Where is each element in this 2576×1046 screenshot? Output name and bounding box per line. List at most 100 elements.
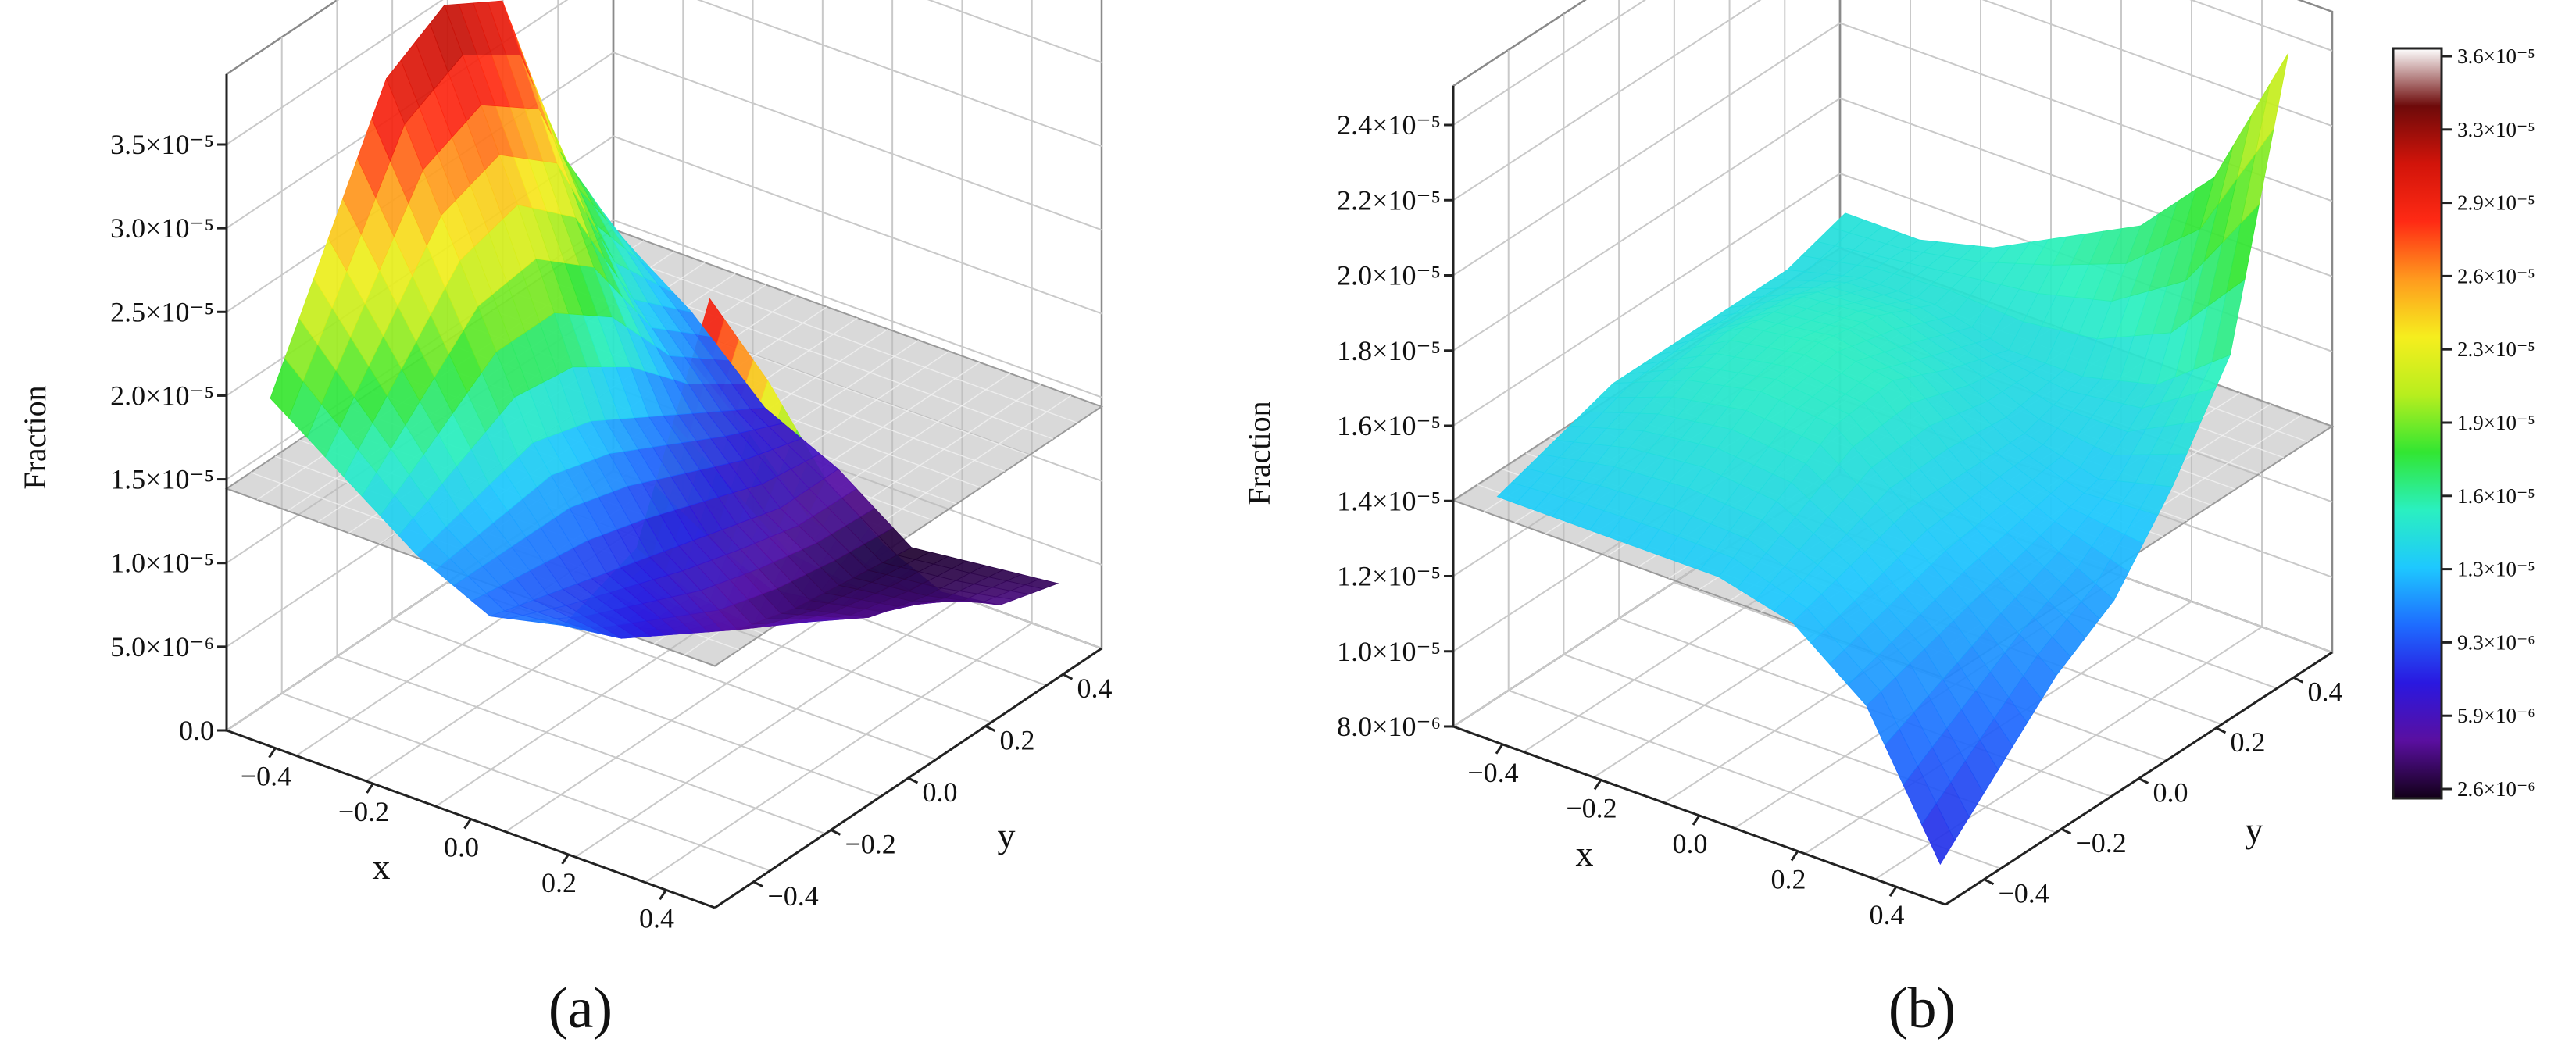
x-tick-label: −0.4 (241, 761, 291, 792)
panel-a-label: (a) (548, 976, 613, 1041)
panel-b: 8.0×10⁻⁶ 1.0×10⁻⁵ 1.2×10⁻⁵ 1.4×10⁻⁵ 1.6×10⁻⁵… (1242, 0, 2343, 1041)
z-tick-label: 3.5×10⁻⁵ (110, 129, 214, 160)
colorbar-tick-label: 1.3×10⁻⁵ (2457, 558, 2535, 581)
panel-a: 0.0 5.0×10⁻⁶ 1.0×10⁻⁵ 1.5×10⁻⁵ 2.0×10⁻⁵ 2.5×1… (17, 0, 1113, 1041)
x-tick-label: 0.2 (541, 867, 577, 898)
x-tick-label: 0.4 (1870, 899, 1905, 930)
colorbar-tick-label: 3.3×10⁻⁵ (2457, 118, 2535, 141)
z-tick-label: 2.0×10⁻⁵ (110, 380, 214, 411)
grid-line (1452, 0, 2333, 202)
y-tick (2138, 777, 2149, 784)
x-tick (463, 818, 472, 830)
x-tick (1790, 850, 1799, 862)
y-tick-label: 0.0 (923, 776, 958, 808)
grid-line (1452, 22, 2333, 277)
x-tick-label: −0.2 (1566, 792, 1617, 823)
grid-line (226, 0, 1102, 229)
panel-b-xlabel: x (1576, 834, 1594, 873)
x-tick (268, 747, 277, 759)
grid-line (226, 0, 1102, 145)
x-tick (1888, 886, 1898, 898)
panel-a-zlabel: Fraction (17, 385, 52, 489)
z-tick-label: 0.0 (179, 715, 214, 746)
colorbar-tick-label: 9.3×10⁻⁶ (2457, 630, 2535, 654)
floor-grid-line (337, 655, 826, 835)
x-tick (659, 889, 667, 901)
y-tick-label: 0.2 (1000, 725, 1035, 756)
y-tick-label: 0.4 (1077, 673, 1113, 704)
panel-b-label: (b) (1888, 976, 1956, 1041)
y-tick (2215, 726, 2227, 734)
floor-grid-line (645, 622, 1033, 884)
floor-grid-line (1618, 617, 2112, 798)
colorbar-fill (2392, 47, 2443, 800)
y-tick (907, 776, 919, 784)
colorbar-tick-label: 1.9×10⁻⁵ (2457, 411, 2535, 434)
y-tick-label: 0.4 (2308, 676, 2343, 707)
floor-grid-line (574, 597, 963, 858)
panel-b-zlabel: Fraction (1242, 401, 1277, 505)
z-tick-label: 8.0×10⁻⁶ (1337, 711, 1441, 742)
y-tick (830, 829, 841, 836)
z-tick-label: 1.6×10⁻⁵ (1337, 410, 1441, 441)
y-tick (2292, 676, 2304, 684)
z-tick-label: 5.0×10⁻⁶ (110, 631, 214, 662)
x-tick-label: 0.0 (444, 832, 479, 863)
z-tick-label: 2.0×10⁻⁵ (1337, 260, 1441, 291)
floor-grid-line (1508, 689, 2002, 869)
y-tick-label: −0.2 (845, 828, 896, 859)
panel-a-ylabel: y (998, 816, 1016, 855)
colorbar-tick-label: 1.6×10⁻⁵ (2457, 484, 2535, 508)
panel-b-axes: 8.0×10⁻⁶ 1.0×10⁻⁵ 1.2×10⁻⁵ 1.4×10⁻⁵ 1.6×10⁻⁵… (1337, 86, 2343, 930)
colorbar: 3.6×10⁻⁵ 3.3×10⁻⁵ 2.9×10⁻⁵ 2.6×10⁻⁵ 2.3×10⁻⁵… (2392, 45, 2535, 801)
z-tick-label: 1.0×10⁻⁵ (1337, 636, 1441, 667)
floor-grid-line (391, 618, 881, 798)
surface-patch (603, 212, 638, 254)
colorbar-tick-label: 2.9×10⁻⁵ (2457, 191, 2535, 215)
y-tick-label: 0.2 (2231, 726, 2266, 758)
colorbar-tick-label: 3.6×10⁻⁵ (2457, 45, 2535, 68)
z-tick-label: 1.5×10⁻⁵ (110, 464, 214, 495)
y-tick (1983, 878, 1995, 886)
colorbar-tick-label: 5.9×10⁻⁶ (2457, 704, 2535, 727)
panel-a-xlabel: x (373, 847, 391, 887)
plane-grid-line (588, 245, 1078, 423)
x-tick (1495, 743, 1504, 755)
panel-b-ylabel: y (2246, 810, 2263, 850)
y-tick-label: −0.4 (1999, 878, 2049, 909)
z-tick-label: 2.4×10⁻⁵ (1337, 109, 1441, 141)
x-tick (561, 854, 570, 865)
panel-a-axes: 0.0 5.0×10⁻⁶ 1.0×10⁻⁵ 1.5×10⁻⁵ 2.0×10⁻⁵ 2.5×1… (110, 74, 1113, 934)
y-tick (1062, 673, 1074, 680)
x-tick-label: −0.4 (1467, 757, 1518, 788)
x-tick (1692, 815, 1701, 826)
floor-grid-line (281, 692, 771, 872)
x-tick (1593, 779, 1602, 791)
panel-a-surface (270, 0, 1059, 639)
x-tick-label: 0.4 (639, 902, 674, 934)
panel-b-surface (1496, 52, 2289, 866)
z-tick-label: 1.2×10⁻⁵ (1337, 561, 1441, 592)
z-tick-label: 3.0×10⁻⁵ (110, 212, 214, 244)
z-tick-label: 2.5×10⁻⁵ (110, 296, 214, 327)
x-tick-label: 0.2 (1771, 864, 1806, 895)
grid-line (1452, 0, 2333, 126)
y-tick (752, 880, 764, 888)
y-tick-label: −0.2 (2076, 827, 2127, 859)
surface-patch (1830, 212, 1865, 234)
x-tick-label: −0.2 (338, 796, 389, 827)
colorbar-tick-label: 2.6×10⁻⁵ (2457, 264, 2535, 287)
z-tick-label: 1.0×10⁻⁵ (110, 548, 214, 579)
x-tick-label: 0.0 (1673, 828, 1708, 859)
z-tick-label: 1.8×10⁻⁵ (1337, 335, 1441, 366)
y-tick (984, 725, 996, 732)
z-tick-label: 2.2×10⁻⁵ (1337, 184, 1441, 216)
x-tick (366, 783, 374, 794)
y-tick (2060, 827, 2072, 835)
colorbar-tick-label: 2.6×10⁻⁶ (2457, 777, 2535, 801)
colorbar-tick-label: 2.3×10⁻⁵ (2457, 337, 2535, 361)
y-tick-label: −0.4 (768, 880, 819, 912)
z-tick-label: 1.4×10⁻⁵ (1337, 485, 1441, 516)
y-tick-label: 0.0 (2153, 777, 2188, 809)
